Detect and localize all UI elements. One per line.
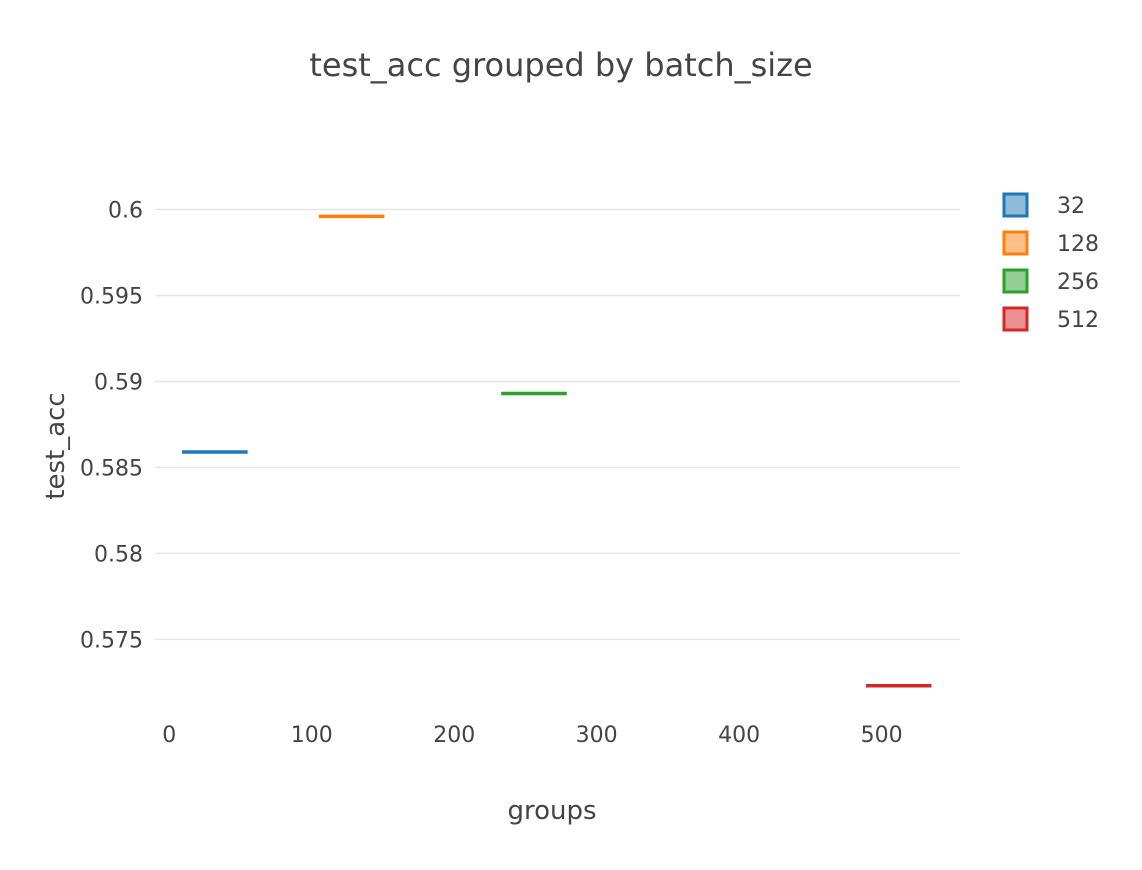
legend-swatch (1002, 268, 1029, 294)
y-tick-label: 0.59 (94, 370, 143, 395)
legend-swatch (1002, 230, 1029, 256)
y-tick-label: 0.58 (94, 542, 143, 567)
y-tick-label: 0.595 (80, 285, 143, 310)
legend-swatch (1002, 192, 1029, 218)
y-axis-ticks: 0.575 0.58 0.585 0.59 0.595 0.6 (80, 199, 143, 654)
x-tick-label: 300 (576, 723, 618, 748)
legend-label: 32 (1057, 194, 1085, 219)
legend-label: 256 (1057, 270, 1099, 295)
box-marks (182, 214, 932, 688)
x-tick-label: 400 (718, 723, 760, 748)
legend-item-512[interactable]: 512 (1002, 306, 1099, 333)
legend-label: 128 (1057, 232, 1099, 257)
legend-label: 512 (1057, 308, 1099, 333)
y-tick-label: 0.6 (108, 199, 143, 224)
x-tick-label: 100 (291, 723, 333, 748)
x-tick-label: 0 (162, 723, 176, 748)
legend-item-256[interactable]: 256 (1002, 268, 1099, 295)
legend[interactable]: 32 128 256 512 (1002, 192, 1099, 333)
legend-item-128[interactable]: 128 (1002, 230, 1099, 257)
y-axis-title: test_acc (41, 392, 71, 499)
chart-title: test_acc grouped by batch_size (309, 46, 812, 84)
x-tick-label: 200 (433, 723, 475, 748)
y-tick-label: 0.575 (80, 628, 143, 653)
x-axis-title: groups (507, 796, 596, 826)
y-tick-label: 0.585 (80, 456, 143, 481)
gridlines (155, 208, 960, 641)
legend-swatch (1002, 306, 1029, 332)
x-tick-label: 500 (861, 723, 903, 748)
legend-item-32[interactable]: 32 (1002, 192, 1085, 219)
x-axis-ticks: 0 100 200 300 400 500 (162, 723, 902, 748)
